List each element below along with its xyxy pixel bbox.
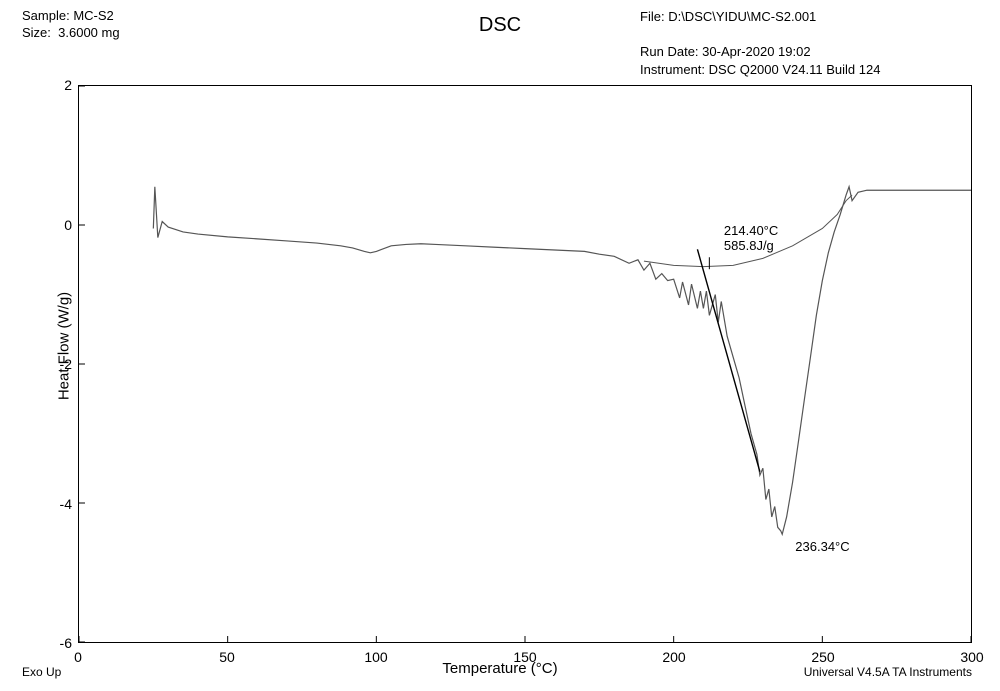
- sample-label: Sample:: [22, 8, 70, 23]
- onset-temp: 214.40°C: [724, 223, 778, 238]
- y-tick-label: -6: [48, 635, 72, 651]
- y-axis-label: Heat Flow (W/g): [56, 291, 73, 399]
- exo-up-label: Exo Up: [22, 665, 61, 679]
- header-left: Sample: MC-S2 Size: 3.6000 mg: [22, 8, 120, 42]
- x-axis-label: Temperature (°C): [442, 660, 557, 677]
- chart-plot-area: 214.40°C585.8J/g 236.34°C: [78, 85, 972, 643]
- y-tick-label: -2: [48, 356, 72, 372]
- software-label: Universal V4.5A TA Instruments: [804, 665, 972, 679]
- instrument-label: Instrument:: [640, 62, 705, 77]
- size-value: 3.6000 mg: [58, 25, 119, 40]
- run-date-value: 30-Apr-2020 19:02: [702, 44, 810, 59]
- size-label: Size:: [22, 25, 51, 40]
- y-tick-label: 2: [48, 77, 72, 93]
- x-tick-label: 300: [960, 649, 983, 665]
- x-tick-label: 0: [74, 649, 82, 665]
- peak-annotation: 236.34°C: [795, 540, 849, 555]
- x-tick-label: 100: [364, 649, 387, 665]
- onset-annotation: 214.40°C585.8J/g: [724, 224, 778, 254]
- y-tick-label: -4: [48, 496, 72, 512]
- file-label: File:: [640, 9, 665, 24]
- x-tick-label: 50: [219, 649, 235, 665]
- instrument-value: DSC Q2000 V24.11 Build 124: [709, 62, 881, 77]
- chart-title: DSC: [479, 14, 521, 37]
- onset-enthalpy: 585.8J/g: [724, 238, 774, 253]
- header-block: Sample: MC-S2 Size: 3.6000 mg DSC File: …: [0, 8, 1000, 68]
- run-date-label: Run Date:: [640, 44, 699, 59]
- y-tick-label: 0: [48, 217, 72, 233]
- x-tick-label: 200: [662, 649, 685, 665]
- file-value: D:\DSC\YIDU\MC-S2.001: [668, 9, 816, 24]
- x-tick-label: 250: [811, 649, 834, 665]
- sample-value: MC-S2: [73, 8, 113, 23]
- header-right: File: D:\DSC\YIDU\MC-S2.001 Run Date: 30…: [640, 8, 880, 78]
- chart-svg: [79, 86, 971, 642]
